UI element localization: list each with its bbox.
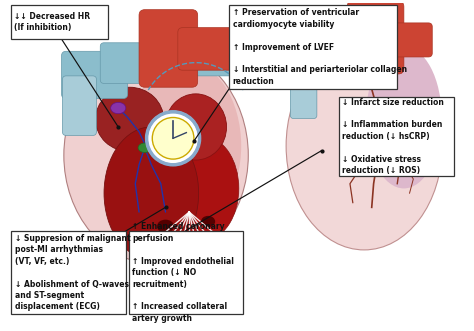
FancyBboxPatch shape [277,34,327,72]
Ellipse shape [128,61,241,231]
Circle shape [146,112,200,165]
FancyBboxPatch shape [139,10,198,87]
Ellipse shape [110,102,126,114]
FancyBboxPatch shape [62,51,128,99]
Circle shape [152,118,194,159]
Ellipse shape [165,94,227,160]
Text: ↑ Preservation of ventricular
cardiomyocyte viability

↑ Improvement of LVEF

↓ : ↑ Preservation of ventricular cardiomyoc… [233,8,407,86]
FancyBboxPatch shape [179,42,262,76]
FancyBboxPatch shape [11,5,108,39]
Text: ↓↓ Decreased HR
(If inhibition): ↓↓ Decreased HR (If inhibition) [14,12,91,32]
Ellipse shape [157,220,174,233]
FancyBboxPatch shape [100,43,174,83]
Ellipse shape [366,47,442,188]
Ellipse shape [286,42,442,250]
FancyBboxPatch shape [178,27,239,70]
FancyBboxPatch shape [338,97,454,176]
FancyBboxPatch shape [309,30,368,63]
FancyBboxPatch shape [63,76,97,135]
FancyBboxPatch shape [385,23,432,57]
Ellipse shape [104,127,199,260]
Ellipse shape [138,143,151,153]
FancyBboxPatch shape [128,231,243,314]
Ellipse shape [201,216,215,227]
FancyBboxPatch shape [11,231,126,314]
FancyBboxPatch shape [291,58,317,118]
Text: ↑ Enhanced coronary
perfusion

↑ Improved endothelial
function (↓ NO
recruitment: ↑ Enhanced coronary perfusion ↑ Improved… [132,222,234,323]
Ellipse shape [96,87,164,152]
FancyBboxPatch shape [229,5,397,89]
Ellipse shape [168,136,239,240]
Ellipse shape [64,47,248,264]
Text: ↓ Infarct size reduction

↓ Inflammation burden
reduction (↓ hsCRP)

↓ Oxidative: ↓ Infarct size reduction ↓ Inflammation … [342,98,444,175]
FancyBboxPatch shape [347,1,404,74]
Text: ↓ Suppresion of malignant
post-MI arrhythmias
(VT, VF, etc.)

↓ Abolishment of Q: ↓ Suppresion of malignant post-MI arrhyt… [15,234,131,311]
